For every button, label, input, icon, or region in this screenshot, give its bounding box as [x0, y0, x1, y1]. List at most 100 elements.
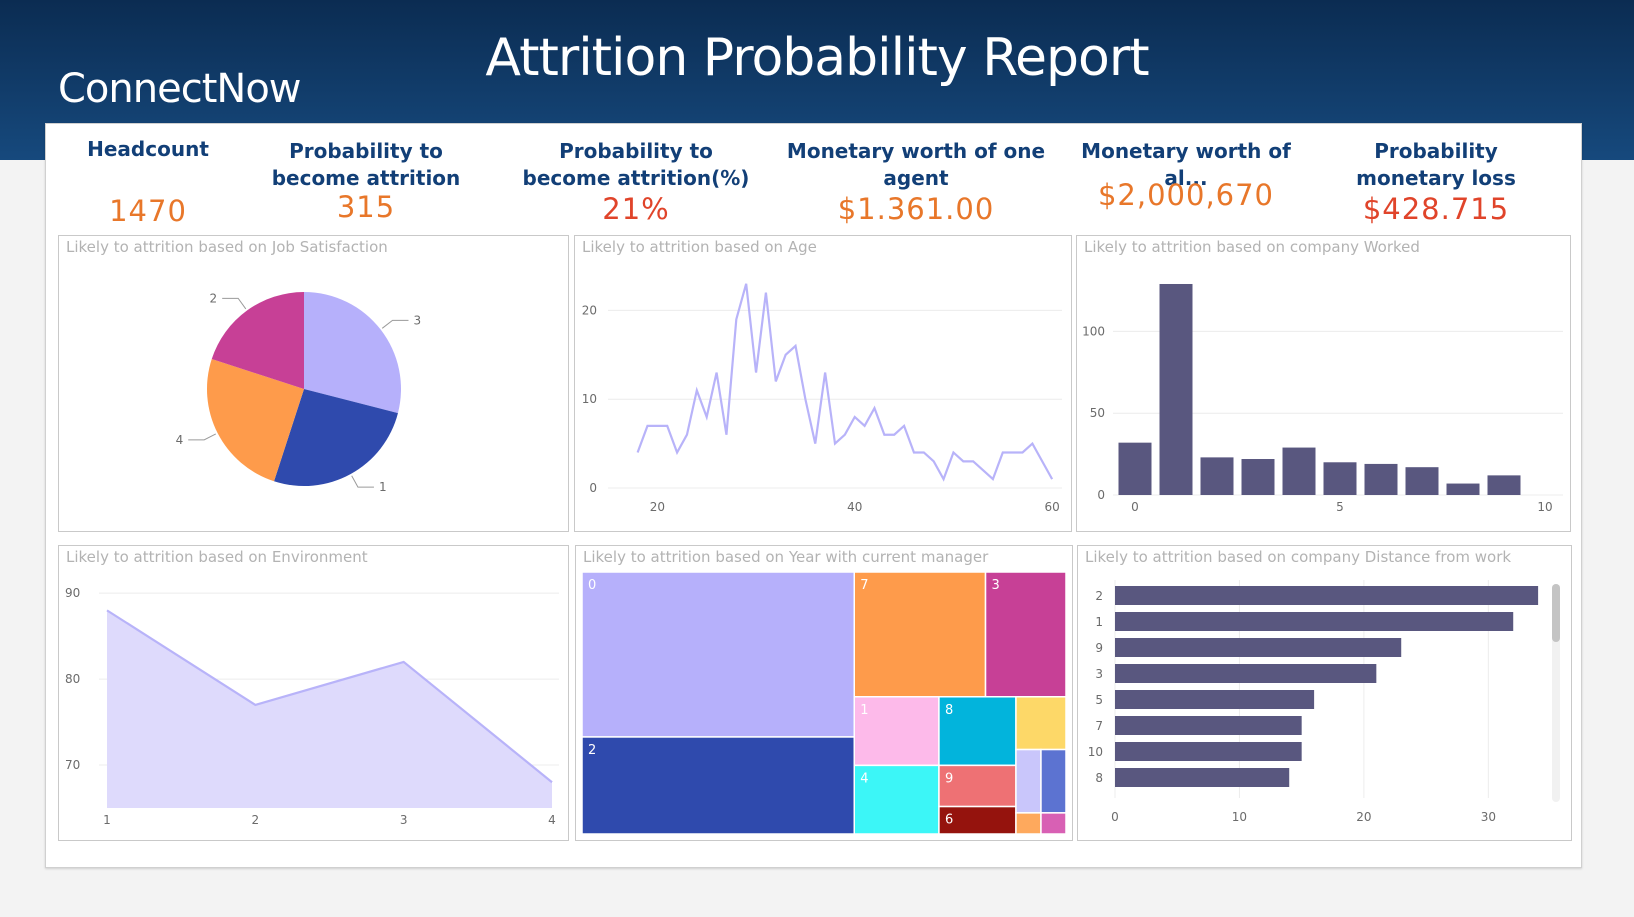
treemap-tile — [1040, 812, 1067, 835]
kpi-attrition-count[interactable]: Probability to become attrition 315 — [246, 138, 486, 228]
pie-label: 3 — [413, 313, 421, 327]
x-tick-label: 40 — [847, 500, 862, 514]
bar — [1115, 742, 1302, 761]
kpi-agent-worth[interactable]: Monetary worth of one agent $1.361.00 — [786, 138, 1046, 228]
bar — [1405, 467, 1439, 495]
treemap-tile-label: 1 — [860, 703, 868, 718]
panel-title: Likely to attrition based on Environment — [66, 548, 368, 566]
pie-label: 2 — [210, 291, 218, 305]
treemap-tile — [1015, 696, 1067, 751]
y-tick-label: 90 — [65, 586, 80, 600]
treemap-tile-label: 7 — [860, 578, 868, 593]
treemap-tile — [1015, 812, 1042, 835]
kpi-attrition-percent-label: Probability to become attrition(%) — [522, 139, 750, 190]
treemap-tile-label: 8 — [945, 703, 953, 718]
panel-title: Likely to attrition based on Year with c… — [583, 548, 989, 566]
panel-job-satisfaction[interactable]: Likely to attrition based on Job Satisfa… — [58, 235, 569, 532]
distance-bar-chart[interactable]: 0 10 20 30 2 1 9 3 5 7 10 8 — [1078, 546, 1571, 840]
pie-slice — [274, 389, 398, 486]
companies-bar-chart[interactable]: 0 50 100 0 5 10 — [1077, 236, 1570, 531]
bar — [1115, 716, 1302, 735]
treemap-tile — [938, 764, 1017, 808]
kpi-attrition-count-value: 315 — [336, 190, 396, 224]
bar — [1115, 586, 1539, 605]
panel-environment[interactable]: Likely to attrition based on Environment… — [58, 545, 569, 841]
environment-area-fill — [107, 610, 552, 808]
panel-years-manager[interactable]: Likely to attrition based on Year with c… — [575, 545, 1073, 841]
pie-leader-line — [188, 433, 217, 441]
panel-age[interactable]: Likely to attrition based on Age 0 10 20 20… — [574, 235, 1072, 532]
kpi-monetary-loss[interactable]: Probability monetary loss $428.715 — [1326, 138, 1546, 228]
kpi-attrition-count-label: Probability to become attrition — [271, 139, 461, 190]
y-tick-label: 10 — [582, 392, 597, 406]
y-tick-label: 80 — [65, 672, 80, 686]
panel-distance[interactable]: Likely to attrition based on company Dis… — [1077, 545, 1572, 841]
age-line-chart[interactable]: 0 10 20 20 40 60 — [575, 236, 1071, 531]
kpi-agent-worth-label: Monetary worth of one agent — [786, 139, 1046, 190]
x-tick-label: 0 — [1111, 810, 1119, 824]
bar — [1159, 283, 1193, 495]
treemap-tile-label: 6 — [945, 813, 953, 828]
x-tick-label: 3 — [400, 813, 408, 827]
y-tick-label: 100 — [1082, 324, 1105, 338]
y-tick-label: 7 — [1095, 719, 1103, 733]
y-tick-label: 2 — [1095, 589, 1103, 603]
kpi-attrition-percent-value: 21% — [602, 192, 670, 226]
pie-leader-line — [351, 475, 374, 488]
bar — [1200, 457, 1234, 495]
bar — [1118, 442, 1152, 495]
kpi-total-worth-label: Monetary worth of al... — [1081, 139, 1291, 190]
treemap-tile-label: 3 — [992, 578, 1000, 593]
kpi-headcount[interactable]: Headcount 1470 — [58, 136, 238, 228]
treemap-tile-label: 4 — [860, 771, 868, 786]
y-tick-label: 20 — [582, 303, 597, 317]
y-tick-label: 9 — [1095, 641, 1103, 655]
treemap-tile-label: 0 — [588, 578, 596, 593]
treemap-tile — [1040, 748, 1067, 814]
treemap-tile — [984, 571, 1067, 698]
treemap-tile — [938, 805, 1017, 835]
scrollbar-track[interactable] — [1552, 584, 1560, 802]
panel-title: Likely to attrition based on company Wor… — [1084, 238, 1420, 256]
x-tick-label: 2 — [252, 813, 260, 827]
y-tick-label: 50 — [1090, 406, 1105, 420]
x-tick-label: 5 — [1336, 500, 1344, 514]
years-manager-treemap[interactable]: 0 2 7 3 1 4 8 9 6 — [576, 546, 1072, 840]
kpi-agent-worth-value: $1.361.00 — [837, 192, 995, 226]
x-tick-label: 60 — [1044, 500, 1059, 514]
y-tick-label: 5 — [1095, 693, 1103, 707]
panel-title: Likely to attrition based on Job Satisfa… — [66, 238, 388, 256]
y-tick-label: 0 — [1097, 488, 1105, 502]
x-tick-label: 20 — [650, 500, 665, 514]
bar — [1115, 690, 1315, 709]
bar — [1241, 459, 1275, 495]
pie-slice — [207, 359, 304, 482]
kpi-total-worth-value: $2,000,670 — [1097, 178, 1275, 212]
y-tick-label: 0 — [589, 481, 597, 495]
x-tick-label: 30 — [1481, 810, 1496, 824]
scrollbar-thumb[interactable] — [1552, 584, 1560, 642]
kpi-headcount-value: 1470 — [109, 194, 187, 228]
kpi-headcount-label: Headcount — [87, 137, 209, 161]
y-tick-label: 8 — [1095, 771, 1103, 785]
bar — [1115, 664, 1377, 683]
report-canvas: Headcount 1470 Probability to become att… — [45, 123, 1582, 868]
pie-leader-line — [222, 297, 247, 310]
treemap-tile — [1015, 748, 1042, 814]
x-tick-label: 10 — [1232, 810, 1247, 824]
brand-logo-text: ConnectNow — [58, 66, 301, 112]
panel-companies-worked[interactable]: Likely to attrition based on company Wor… — [1076, 235, 1571, 532]
bar — [1364, 463, 1398, 495]
x-tick-label: 10 — [1537, 500, 1552, 514]
y-tick-label: 1 — [1095, 615, 1103, 629]
kpi-attrition-percent[interactable]: Probability to become attrition(%) 21% — [516, 138, 756, 228]
kpi-total-worth[interactable]: Monetary worth of al... $2,000,670 — [1066, 138, 1306, 228]
kpi-monetary-loss-value: $428.715 — [1362, 192, 1510, 226]
pie-leader-line — [381, 319, 409, 329]
treemap-tile-label: 2 — [588, 743, 596, 758]
pie-chart[interactable]: 3 1 4 2 — [59, 236, 568, 531]
treemap-tile — [853, 571, 987, 698]
environment-area-chart[interactable]: 70 80 90 1 2 3 4 — [59, 546, 568, 840]
x-tick-label: 4 — [548, 813, 556, 827]
bar — [1487, 475, 1521, 495]
